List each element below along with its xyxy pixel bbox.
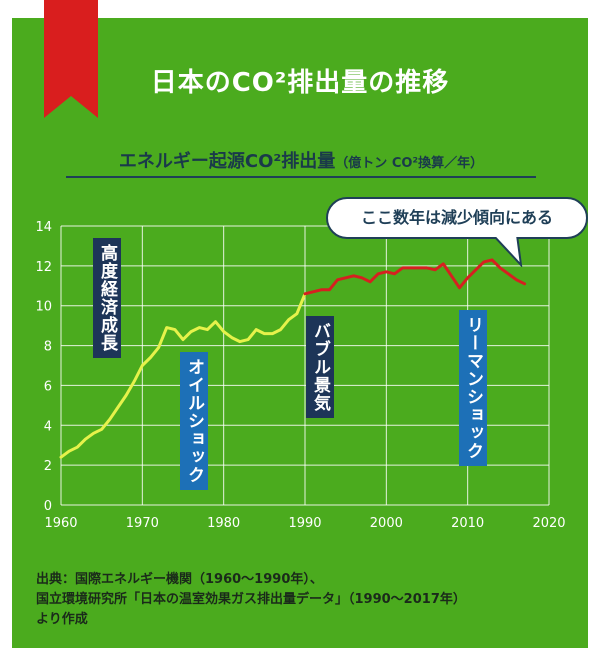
subtitle-unit: （億トン CO²換算／年） (335, 156, 484, 171)
page-title: 日本のCO²排出量の推移 (150, 68, 450, 98)
source-line-3: より作成 (36, 612, 88, 627)
x-tick-label: 1990 (288, 516, 321, 531)
y-tick-label: 12 (35, 260, 52, 275)
y-tick-label: 2 (44, 459, 52, 474)
annotation-lehman-shock: リーマンショック (459, 310, 487, 466)
chart-subtitle: エネルギー起源CO²排出量（億トン CO²換算／年） (66, 147, 536, 173)
callout-tail (491, 235, 523, 267)
subtitle-underline (66, 176, 536, 178)
series-lines (59, 258, 527, 459)
chart-grid (60, 225, 550, 506)
y-axis-ticks: 0 2 4 6 8 10 12 14 (35, 220, 52, 514)
series-line-2 (303, 258, 527, 296)
callout-bubble: ここ数年は減少傾向にある (326, 197, 588, 239)
source-line-1: 出典：国際エネルギー機関（1960〜1990年）、 (36, 572, 323, 587)
source-note: 出典：国際エネルギー機関（1960〜1990年）、 国立環境研究所「日本の温室効… (36, 570, 576, 630)
y-tick-label: 8 (44, 340, 52, 355)
annotation-oil-shock: オイルショック (180, 352, 208, 490)
bookmark-ribbon (44, 0, 98, 118)
y-tick-label: 10 (35, 300, 52, 315)
y-tick-label: 6 (44, 379, 52, 394)
annotation-high-growth: 高度経済成長 (93, 238, 121, 358)
series-line-1 (59, 292, 307, 459)
source-line-2: 国立環境研究所「日本の温室効果ガス排出量データ」（1990〜2017年） (36, 592, 466, 607)
y-tick-label: 0 (44, 499, 52, 514)
x-tick-label: 2010 (451, 516, 484, 531)
x-tick-label: 1980 (207, 516, 240, 531)
x-tick-label: 2020 (532, 516, 565, 531)
y-tick-label: 14 (35, 220, 52, 235)
annotation-bubble-economy: バブル景気 (306, 316, 334, 418)
subtitle-text: エネルギー起源CO²排出量 (118, 151, 336, 172)
x-tick-label: 1970 (126, 516, 159, 531)
x-axis-ticks: 1960 1970 1980 1990 2000 2010 2020 (44, 516, 565, 531)
x-tick-label: 1960 (44, 516, 77, 531)
x-tick-label: 2000 (370, 516, 403, 531)
y-tick-label: 4 (44, 419, 52, 434)
